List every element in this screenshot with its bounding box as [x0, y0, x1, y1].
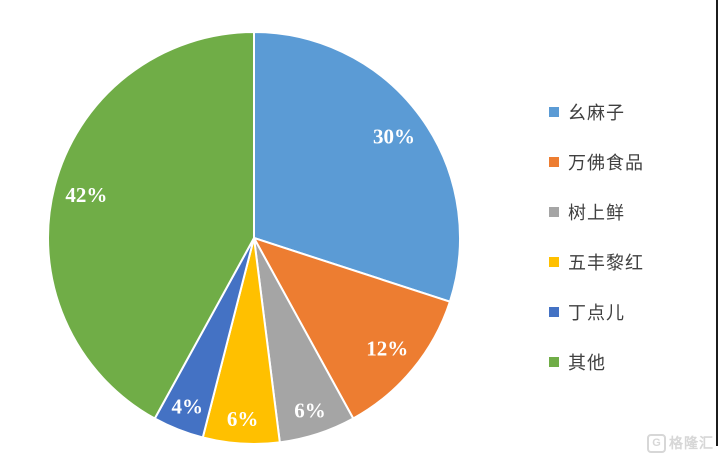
watermark-text: 格隆汇 [669, 435, 714, 451]
legend-marker-icon [549, 157, 559, 167]
legend-label: 丁点儿 [568, 303, 625, 323]
right-border-line [716, 0, 718, 446]
legend-item-3: 树上鲜 [549, 201, 644, 223]
pie-slice-label-6: 42% [65, 183, 107, 207]
legend-marker-icon [549, 307, 559, 317]
pie-slice-label-2: 12% [366, 336, 408, 360]
pie-slice-label-3: 6% [294, 398, 326, 422]
legend-item-6: 其他 [549, 351, 644, 373]
legend-marker-icon [549, 107, 559, 117]
legend-item-5: 丁点儿 [549, 301, 644, 323]
legend-label: 万佛食品 [568, 153, 644, 173]
legend-marker-icon [549, 207, 559, 217]
chart-legend: 幺麻子万佛食品树上鲜五丰黎红丁点儿其他 [549, 101, 644, 373]
pie-slice-label-1: 30% [373, 124, 415, 148]
legend-marker-icon [549, 257, 559, 267]
pie-slice-1 [253, 31, 461, 303]
legend-item-2: 万佛食品 [549, 151, 644, 173]
pie-slice-label-5: 4% [172, 395, 204, 419]
legend-marker-icon [549, 357, 559, 367]
legend-item-4: 五丰黎红 [549, 251, 644, 273]
watermark: G 格隆汇 [647, 433, 714, 453]
legend-label: 其他 [568, 353, 606, 373]
legend-label: 树上鲜 [568, 203, 625, 223]
legend-item-1: 幺麻子 [549, 101, 644, 123]
legend-label: 幺麻子 [568, 103, 625, 123]
pie-slice-label-4: 6% [227, 407, 259, 431]
pie-slice-2 [253, 237, 451, 420]
pie-slice-6 [47, 31, 255, 420]
legend-label: 五丰黎红 [568, 253, 644, 273]
watermark-logo-icon: G [647, 433, 666, 453]
